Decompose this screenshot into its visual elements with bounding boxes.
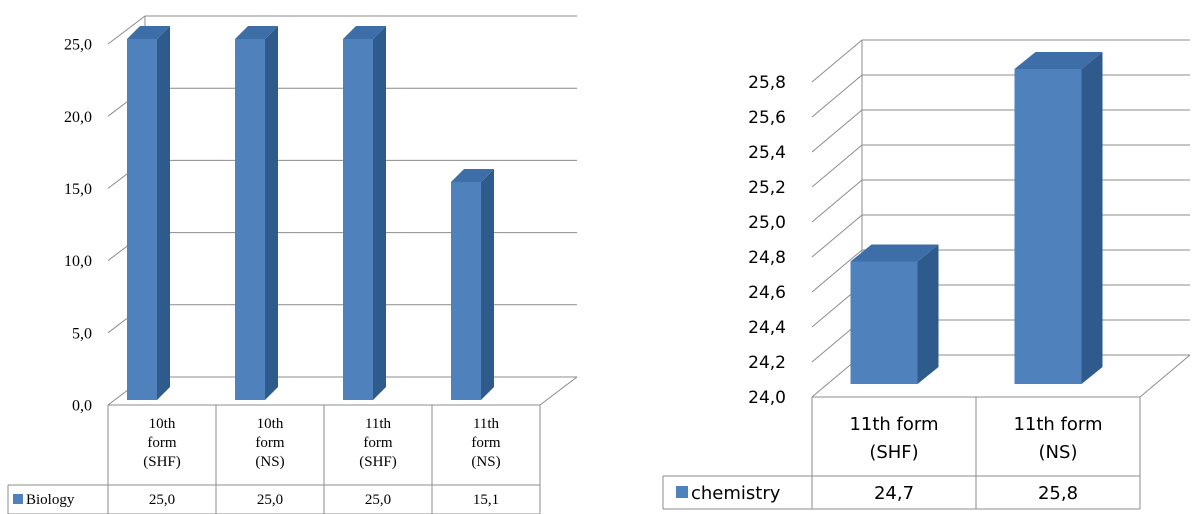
y-tick-label: 25,4	[748, 143, 786, 163]
bar	[1014, 52, 1103, 384]
data-label: 25,0	[257, 492, 283, 508]
data-label: 15,1	[473, 492, 499, 508]
category-label: (SHF)	[869, 442, 918, 463]
y-tick-label: 10,0	[64, 253, 92, 270]
y-tick-label: 25,8	[748, 73, 786, 93]
bar-top	[451, 168, 494, 182]
gridline-side	[811, 74, 863, 118]
y-tick-label: 5,0	[72, 325, 92, 342]
legend-series-name: Biology	[26, 492, 75, 508]
y-tick-label: 24,8	[748, 248, 786, 268]
y-tick-label: 24,6	[748, 283, 786, 303]
category-label: (SHF)	[359, 454, 397, 470]
biology-chart: 0,05,010,015,020,025,010thform(SHF)25,01…	[7, 15, 578, 514]
category-label: form	[471, 435, 500, 451]
bar-side	[373, 26, 386, 400]
bar-front	[127, 39, 157, 400]
y-tick-label: 25,0	[748, 213, 786, 233]
bar	[235, 26, 278, 400]
floor-right-edge	[539, 376, 578, 406]
category-label: 11th form	[849, 414, 938, 435]
gridline-side	[811, 109, 863, 153]
bar-front	[343, 39, 373, 400]
category-label: 11th	[473, 416, 500, 432]
bar	[127, 26, 170, 400]
category-label: form	[147, 435, 176, 451]
category-label: 10th	[257, 416, 284, 432]
y-tick-label: 24,2	[748, 353, 786, 373]
category-label: form	[255, 435, 284, 451]
legend-series-name: chemistry	[691, 483, 781, 504]
bar-side	[1081, 52, 1103, 384]
category-label: 11th form	[1013, 414, 1102, 435]
bar-side	[265, 26, 278, 400]
y-tick-label: 24,4	[748, 318, 786, 338]
y-tick-label: 25,0	[64, 37, 92, 54]
category-label: (NS)	[1039, 442, 1078, 463]
bar-top	[127, 26, 170, 39]
bar-top	[235, 26, 278, 39]
gridline-side	[811, 214, 863, 258]
y-tick-label: 15,0	[64, 181, 92, 198]
bar-top	[343, 26, 386, 39]
data-table: 10th form (SHF) 25,0 10th form (NS) 25,0 11th for…	[7, 405, 541, 514]
bar	[850, 244, 939, 384]
gridline-side	[811, 39, 863, 83]
bar-front	[1014, 69, 1082, 384]
bar-top	[1014, 52, 1103, 69]
bar-front	[235, 39, 265, 400]
legend-key	[13, 494, 23, 504]
data-label: 24,7	[874, 483, 914, 504]
bar-front	[451, 181, 481, 400]
bar-front	[850, 261, 918, 384]
bar-side	[481, 168, 494, 400]
data-label: 25,8	[1038, 483, 1078, 504]
category-label: 10th	[149, 416, 176, 432]
category-label: (NS)	[255, 454, 284, 470]
y-tick-label: 0,0	[72, 398, 92, 415]
y-tick-label: 25,2	[748, 178, 786, 198]
y-tick-label: 25,6	[748, 108, 786, 128]
bar-side	[917, 244, 939, 384]
category-label: form	[363, 435, 392, 451]
data-table: 11th form (SHF) 24,7 11th form (NS) 25,8 chemi…	[662, 397, 1141, 510]
bar	[343, 26, 386, 400]
bar	[451, 168, 494, 400]
category-label: 11th	[365, 416, 392, 432]
data-label: 25,0	[149, 492, 175, 508]
data-label: 25,0	[365, 492, 391, 508]
gridline-side	[107, 15, 146, 45]
gridline-side	[811, 249, 863, 293]
category-label: (SHF)	[143, 454, 181, 470]
bar-top	[850, 244, 939, 262]
bar-side	[157, 26, 170, 400]
category-label: (NS)	[471, 454, 500, 470]
floor-right-edge	[1139, 354, 1191, 398]
y-tick-label: 20,0	[64, 109, 92, 126]
y-tick-label: 24,0	[748, 388, 786, 408]
gridline-side	[811, 179, 863, 223]
gridline-side	[811, 144, 863, 188]
chemistry-chart: 24,0 24,2 24,4 24,6 24,8 25,0 25,2 25,4 25,6 25,8…	[662, 39, 1191, 510]
legend-key	[676, 486, 688, 498]
